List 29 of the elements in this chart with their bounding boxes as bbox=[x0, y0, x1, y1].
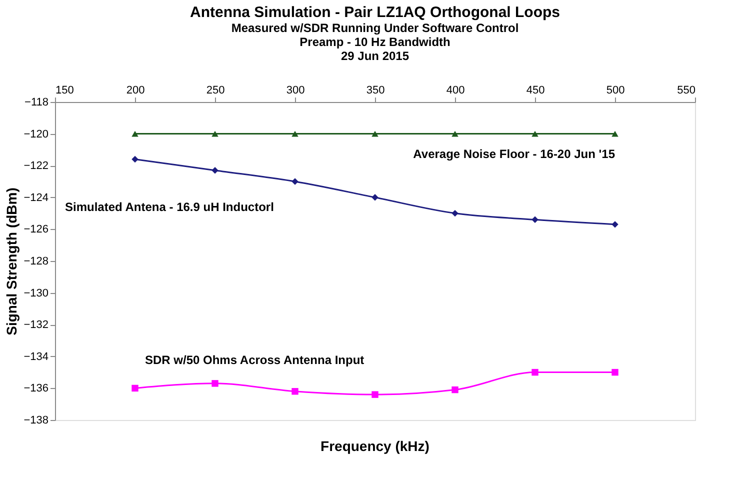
x-tick-label: 200 bbox=[126, 84, 145, 96]
x-tick-label: 150 bbox=[56, 84, 74, 96]
text: Preamp - 10 Hz Bandwidth bbox=[300, 35, 450, 49]
x-tick-label: 450 bbox=[526, 84, 545, 96]
y-tick-label: −134 bbox=[24, 350, 48, 363]
x-tick-label: 350 bbox=[366, 84, 385, 96]
series-label: Average Noise Floor - 16-20 Jun '15 bbox=[413, 146, 616, 161]
y-tick-label: −122 bbox=[24, 160, 48, 172]
x-tick-label: 400 bbox=[446, 84, 465, 96]
x-tick-label: 250 bbox=[206, 84, 225, 96]
y-tick-label: −130 bbox=[24, 287, 48, 300]
y-tick-label: −132 bbox=[24, 319, 48, 332]
y-tick-label: −124 bbox=[24, 192, 48, 204]
x-tick-label: 550 bbox=[677, 84, 696, 96]
x-tick-label: 300 bbox=[286, 84, 305, 96]
series-label: SDR w/50 Ohms Across Antenna Input bbox=[145, 353, 364, 368]
y-tick-label: −138 bbox=[24, 414, 48, 426]
x-tick-label: 500 bbox=[606, 84, 625, 96]
y-tick-label: −120 bbox=[24, 128, 48, 140]
series-label: Simulated Antena - 16.9 uH Inductorl bbox=[65, 200, 274, 214]
y-tick-label: −128 bbox=[24, 256, 48, 268]
x-axis-title: Frequency (kHz) bbox=[320, 438, 430, 454]
text: Measured w/SDR Running Under Software Control bbox=[231, 21, 519, 35]
text: 29 Jun 2015 bbox=[340, 49, 410, 63]
y-tick-label: −118 bbox=[24, 96, 48, 108]
y-axis-title: Signal Strength (dBm) bbox=[4, 188, 20, 336]
y-tick-label: −136 bbox=[24, 382, 48, 395]
y-tick-label: −126 bbox=[24, 224, 48, 236]
chart-title: Antenna Simulation - Pair LZ1AQ Orthogonal Loops bbox=[190, 4, 560, 21]
